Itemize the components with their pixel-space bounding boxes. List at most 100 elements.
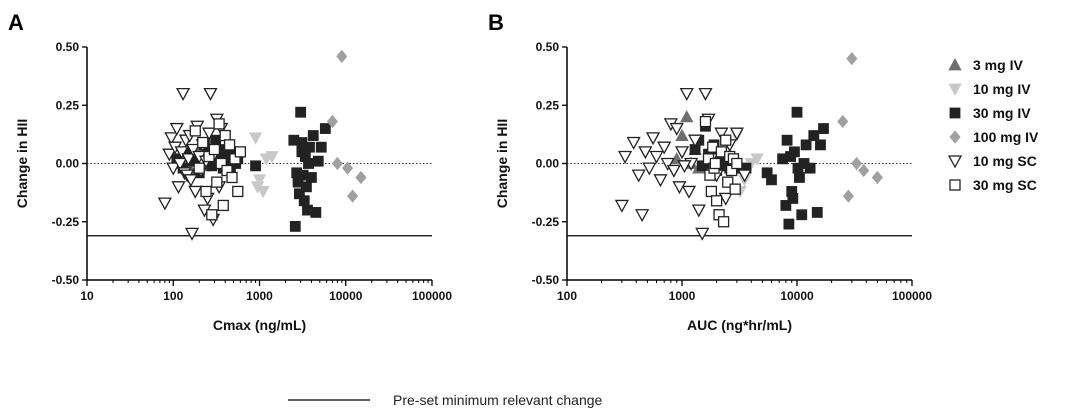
footnote-label: Pre-set minimum relevant change [393, 392, 603, 408]
panel-a-x-tick-label: 100000 [412, 289, 452, 303]
panel-b-data-point [731, 157, 743, 170]
panel-b-data-point [631, 169, 646, 183]
panel-a-data-point [215, 157, 227, 170]
panel-b-y-axis-label: Change in HII [494, 119, 510, 208]
panel-a-data-point [256, 186, 270, 199]
panel-a-data-point [331, 156, 343, 171]
legend-label: 10 mg SC [973, 153, 1037, 169]
panel-a-data-point [219, 129, 231, 142]
panel-b-data-point [791, 106, 803, 118]
panel-b-data-point [653, 174, 668, 188]
panel-b-data-point [677, 160, 692, 174]
panel-b-x-axis-label: AUC (ng*hr/mL) [687, 317, 792, 333]
panel-b-data-point [785, 151, 797, 162]
panel-a-x-tick-label: 1000 [246, 289, 273, 303]
panel-a-data-point [208, 143, 221, 156]
panel-a-data-point [292, 176, 304, 188]
panel-b-data-point [679, 87, 694, 101]
panel-b-data-point [846, 52, 858, 66]
panel-a-data-point [319, 123, 331, 134]
panel-b-data-point [642, 162, 657, 176]
panel-a-data-point [250, 160, 261, 172]
panel-b-data-point [737, 169, 752, 183]
panel-b-x-tick-label: 1000 [669, 289, 696, 303]
panel-b-data-point [645, 132, 661, 146]
panel-b-y-tick-label: 0.25 [536, 98, 560, 112]
panel-a-data-point [310, 207, 322, 218]
panel-a-data-point [197, 136, 209, 149]
panel-a-x-tick-label: 100 [163, 289, 183, 303]
panel-a-data-point [306, 172, 317, 183]
panel-a-data-point [226, 171, 238, 184]
panel-a-data-point [157, 197, 172, 211]
panel-a-data-point [162, 148, 177, 162]
legend-label: 10 mg IV [973, 81, 1031, 97]
panel-a-data-point [265, 151, 279, 164]
panel-a-data-point [289, 221, 301, 232]
panel-a-series-10-mg-iv [248, 132, 279, 199]
panel-b-data-point [675, 128, 689, 141]
panel-a-data-point [203, 87, 218, 101]
panel-b-data-point [794, 172, 805, 183]
panel-b-data-point [699, 115, 712, 128]
panel-b-data-point [722, 176, 734, 188]
panel-b-data-point [720, 134, 732, 146]
panel-a-data-point [193, 162, 205, 174]
panel-b-data-point [818, 123, 829, 134]
panel-a-data-point [166, 162, 181, 176]
panel-b-data-point [626, 136, 641, 150]
panel-a-series-100-mg-iv [326, 49, 367, 203]
panel-a-y-axis-label: Change in HII [14, 119, 30, 208]
legend-marker [949, 130, 961, 144]
panel-b-data-point [688, 134, 703, 148]
panel-a-x-axis-label: Cmax (ng/mL) [213, 317, 306, 333]
legend-label: 3 mg IV [973, 57, 1023, 73]
legend-marker [949, 179, 961, 191]
panel-a-data-point [217, 199, 229, 212]
legend-marker [948, 83, 962, 96]
panel-b-y-tick-label: 0.50 [536, 40, 560, 54]
panel-a-data-point [303, 158, 314, 169]
panel-a-data-point [296, 137, 308, 148]
panel-b-data-point [666, 164, 681, 178]
panel-b-data-point [871, 170, 883, 185]
panel-a-x-tick-label: 10000 [329, 289, 363, 303]
panel-a-data-point [213, 118, 225, 130]
panel-b-label: B [488, 10, 504, 35]
panel-a-data-point [336, 49, 348, 63]
panel-b-y-tick-label: -0.50 [532, 273, 560, 287]
panel-b-data-point [617, 150, 633, 164]
panel-b-x-tick-label: 100 [557, 289, 577, 303]
panel-b-data-point [660, 157, 675, 171]
panel-a-data-point [355, 170, 367, 185]
panel-a-data-point [201, 127, 217, 141]
panel-b-data-point [714, 127, 729, 141]
panel-b-data-point [710, 195, 723, 207]
panel-a-data-point [169, 122, 184, 136]
panel-a-data-point [186, 143, 201, 157]
legend-label: 30 mg IV [973, 105, 1031, 121]
panel-b-data-point [680, 110, 694, 123]
panel-b-series-100-mg-iv [837, 52, 883, 203]
panel-b-data-point [717, 216, 730, 228]
panel-a-y-tick-label: 0.25 [56, 98, 80, 112]
panel-b-data-point [638, 146, 653, 160]
panel-a-data-point [181, 153, 196, 167]
panel-b-data-point [614, 199, 629, 213]
panel-b-data-point [842, 189, 854, 203]
panel-b-data-point [792, 162, 804, 174]
panel-b-data-point [858, 163, 870, 178]
panel-a-data-point [164, 132, 179, 146]
panel-b-data-point [851, 156, 863, 171]
panel-a-data-point [175, 87, 191, 101]
panel-b-x-tick-label: 100000 [892, 289, 932, 303]
panel-a-series-30-mg-sc [189, 118, 247, 221]
panel-a-data-point [326, 114, 338, 129]
panel-b-data-point [691, 204, 706, 218]
legend-label: 30 mg SC [973, 177, 1037, 193]
panel-b-data-point [695, 227, 710, 241]
panel-b-data-point [674, 146, 690, 160]
